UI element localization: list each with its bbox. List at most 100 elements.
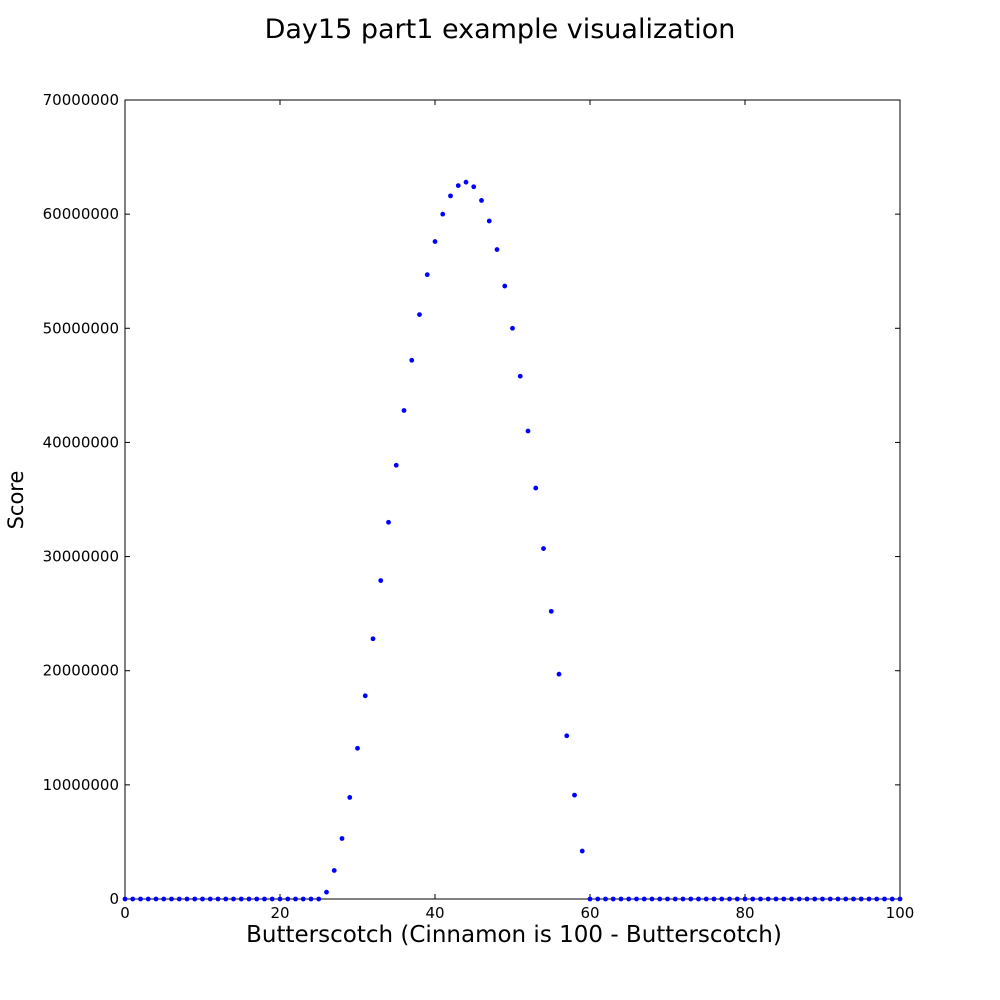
data-point: [703, 896, 709, 902]
data-point: [479, 198, 484, 203]
data-point: [223, 896, 229, 902]
x-tick-label: 80: [735, 904, 754, 922]
y-tick-label: 0: [109, 890, 119, 908]
data-point: [122, 896, 128, 902]
data-point: [285, 896, 291, 902]
data-point: [347, 795, 353, 800]
data-point: [471, 184, 477, 190]
data-point: [851, 896, 856, 902]
x-tick-label: 60: [580, 904, 599, 922]
data-point: [238, 896, 244, 902]
data-point: [889, 896, 895, 902]
data-point: [672, 896, 678, 902]
data-point: [564, 733, 570, 739]
y-tick-label: 40000000: [43, 433, 119, 451]
data-point: [293, 896, 298, 902]
data-point: [835, 896, 841, 902]
data-point: [820, 896, 825, 902]
y-tick-label: 20000000: [43, 662, 119, 680]
y-tick-label: 60000000: [43, 205, 119, 223]
data-point: [200, 896, 205, 902]
data-point: [409, 357, 415, 363]
data-point: [556, 671, 562, 677]
data-point: [455, 183, 461, 189]
data-point: [874, 896, 880, 902]
data-point: [169, 896, 174, 902]
data-point: [510, 325, 515, 331]
data-point: [812, 896, 818, 902]
data-point: [641, 896, 647, 902]
data-point: [308, 896, 314, 902]
y-tick-label: 50000000: [43, 319, 119, 337]
data-point: [587, 896, 593, 902]
data-point: [161, 896, 167, 902]
data-point: [897, 896, 903, 902]
data-point: [688, 896, 694, 902]
data-point: [618, 896, 624, 902]
data-point: [463, 179, 469, 185]
chart-title: Day15 part1 example visualization: [264, 14, 736, 45]
data-point: [572, 792, 577, 798]
data-point: [424, 272, 430, 278]
data-point: [254, 896, 260, 902]
data-point: [448, 193, 453, 199]
data-point: [719, 896, 725, 902]
data-point: [827, 896, 833, 902]
data-point: [153, 896, 159, 902]
data-point: [517, 373, 523, 379]
data-point: [843, 896, 849, 902]
data-point: [316, 896, 322, 902]
data-point: [727, 896, 732, 902]
data-point: [440, 211, 446, 217]
data-point: [324, 889, 329, 895]
data-point: [649, 896, 655, 902]
data-point: [541, 546, 546, 551]
data-point: [765, 896, 771, 902]
data-point: [657, 896, 663, 902]
x-tick-label: 0: [120, 904, 130, 922]
data-point: [789, 896, 794, 902]
data-point: [610, 896, 616, 902]
data-point: [548, 608, 554, 614]
y-tick-label: 10000000: [43, 776, 119, 794]
y-axis-label: Score: [4, 470, 28, 530]
y-tick-label: 30000000: [43, 548, 119, 566]
plot-frame: [124, 99, 901, 900]
data-point: [300, 896, 306, 902]
data-point: [486, 218, 492, 224]
data-point: [742, 896, 748, 902]
data-point: [339, 836, 345, 841]
data-point: [750, 896, 756, 902]
data-point: [680, 896, 686, 902]
data-point: [665, 896, 670, 902]
data-point: [734, 896, 740, 902]
data-point: [231, 896, 236, 902]
data-point: [858, 896, 864, 902]
data-point: [417, 312, 422, 317]
data-point: [370, 636, 376, 642]
data-point: [603, 896, 608, 902]
data-point: [796, 896, 802, 902]
data-point: [145, 896, 151, 902]
data-point: [130, 896, 136, 902]
data-point: [192, 896, 198, 902]
data-point: [184, 896, 190, 902]
data-point: [262, 896, 267, 902]
data-point: [773, 896, 779, 902]
y-tick-label: 70000000: [43, 91, 119, 109]
data-point: [696, 896, 701, 902]
data-point: [882, 896, 887, 902]
data-point: [533, 485, 539, 491]
data-point: [277, 896, 283, 902]
data-point: [269, 896, 275, 902]
data-point: [386, 519, 391, 525]
data-point: [401, 408, 407, 413]
data-point: [525, 428, 531, 434]
data-point: [176, 896, 182, 902]
data-point: [393, 462, 399, 468]
data-point: [207, 896, 213, 902]
data-point: [502, 283, 508, 289]
data-point: [378, 578, 384, 583]
x-tick-label: 100: [886, 904, 915, 922]
